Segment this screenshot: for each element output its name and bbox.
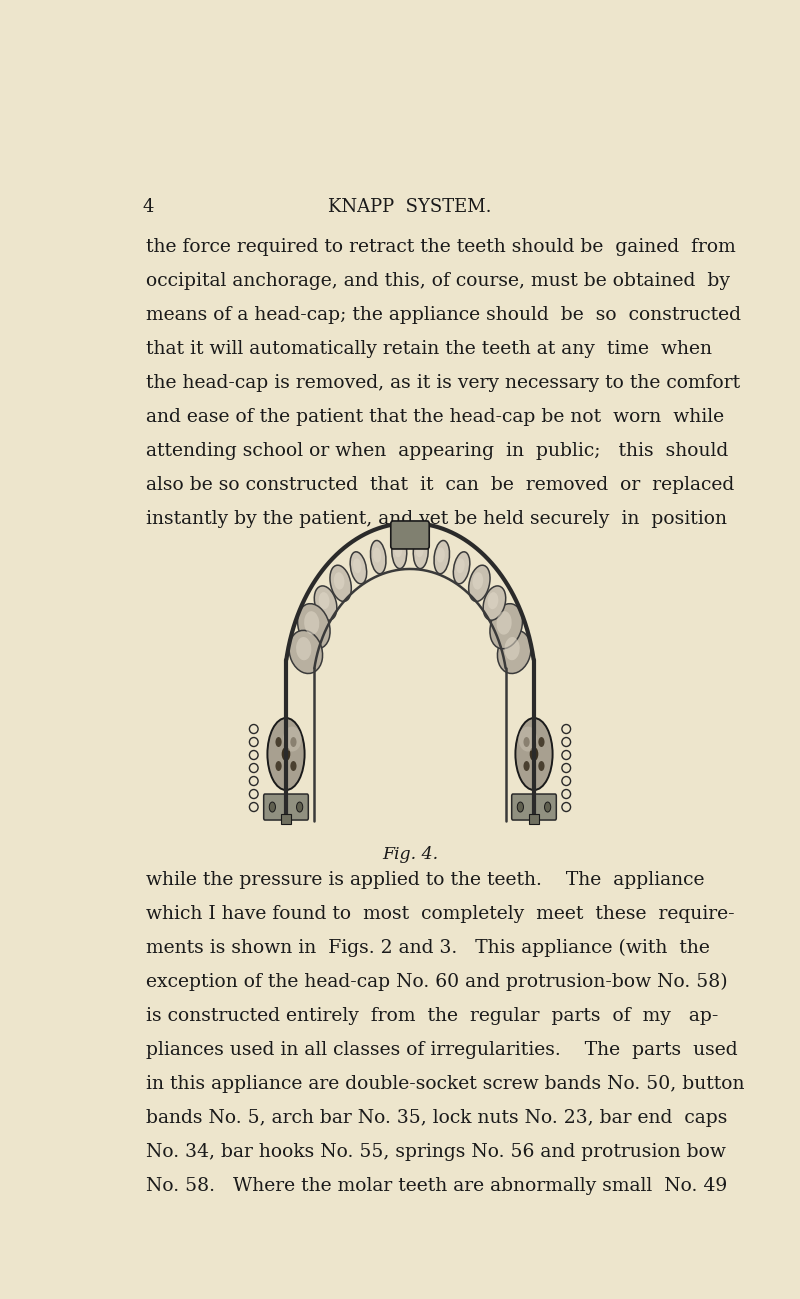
Text: exception of the head-cap No. 60 and protrusion-bow No. 58): exception of the head-cap No. 60 and pro… — [146, 973, 728, 991]
Ellipse shape — [490, 604, 522, 648]
Text: No. 34, bar hooks No. 55, springs No. 56 and protrusion bow: No. 34, bar hooks No. 55, springs No. 56… — [146, 1143, 726, 1161]
Ellipse shape — [505, 637, 520, 660]
Ellipse shape — [498, 630, 531, 673]
Text: pliances used in all classes of irregularities.    The  parts  used: pliances used in all classes of irregula… — [146, 1040, 738, 1059]
Text: Fig. 4.: Fig. 4. — [382, 846, 438, 863]
Ellipse shape — [518, 726, 537, 752]
Ellipse shape — [515, 718, 553, 790]
Text: the head-cap is removed, as it is very necessary to the comfort: the head-cap is removed, as it is very n… — [146, 374, 741, 392]
Circle shape — [282, 747, 290, 761]
Circle shape — [275, 737, 282, 747]
Text: while the pressure is applied to the teeth.    The  appliance: while the pressure is applied to the tee… — [146, 872, 705, 889]
Bar — [281, 814, 291, 824]
Text: attending school or when  appearing  in  public;   this  should: attending school or when appearing in pu… — [146, 442, 729, 460]
Ellipse shape — [483, 586, 506, 620]
Circle shape — [530, 747, 538, 761]
Circle shape — [538, 737, 545, 747]
Text: occipital anchorage, and this, of course, must be obtained  by: occipital anchorage, and this, of course… — [146, 271, 730, 290]
Circle shape — [538, 761, 545, 772]
Circle shape — [523, 737, 530, 747]
Circle shape — [518, 801, 523, 812]
Ellipse shape — [456, 559, 465, 573]
FancyBboxPatch shape — [512, 794, 556, 820]
Text: instantly by the patient, and yet be held securely  in  position: instantly by the patient, and yet be hel… — [146, 511, 727, 527]
FancyBboxPatch shape — [390, 521, 430, 549]
Ellipse shape — [414, 535, 428, 569]
Circle shape — [290, 737, 297, 747]
Ellipse shape — [392, 535, 406, 569]
Ellipse shape — [370, 540, 386, 574]
Text: means of a head-cap; the appliance should  be  so  constructed: means of a head-cap; the appliance shoul… — [146, 307, 742, 323]
Text: and ease of the patient that the head-cap be not  worn  while: and ease of the patient that the head-ca… — [146, 408, 725, 426]
Circle shape — [523, 761, 530, 772]
Text: that it will automatically retain the teeth at any  time  when: that it will automatically retain the te… — [146, 340, 713, 359]
Ellipse shape — [334, 573, 345, 590]
Ellipse shape — [296, 637, 311, 660]
Text: KNAPP  SYSTEM.: KNAPP SYSTEM. — [328, 197, 492, 216]
Circle shape — [290, 761, 297, 772]
Text: which I have found to  most  completely  meet  these  require-: which I have found to most completely me… — [146, 905, 735, 924]
Ellipse shape — [304, 612, 319, 635]
Ellipse shape — [283, 726, 302, 752]
Ellipse shape — [469, 565, 490, 601]
Ellipse shape — [267, 718, 305, 790]
Ellipse shape — [434, 540, 450, 574]
Bar — [529, 814, 539, 824]
Ellipse shape — [350, 552, 366, 583]
Text: is constructed entirely  from  the  regular  parts  of  my   ap-: is constructed entirely from the regular… — [146, 1007, 719, 1025]
Text: also be so constructed  that  it  can  be  removed  or  replaced: also be so constructed that it can be re… — [146, 475, 734, 494]
Ellipse shape — [415, 542, 424, 557]
Circle shape — [270, 801, 275, 812]
Circle shape — [545, 801, 550, 812]
Ellipse shape — [314, 586, 337, 620]
Ellipse shape — [289, 630, 322, 673]
Text: the force required to retract the teeth should be  gained  from: the force required to retract the teeth … — [146, 238, 736, 256]
Ellipse shape — [473, 573, 483, 590]
Text: bands No. 5, arch bar No. 35, lock nuts No. 23, bar end  caps: bands No. 5, arch bar No. 35, lock nuts … — [146, 1109, 728, 1128]
Ellipse shape — [487, 592, 498, 609]
Ellipse shape — [373, 547, 381, 562]
Ellipse shape — [330, 565, 351, 601]
Text: 4: 4 — [142, 197, 154, 216]
Ellipse shape — [298, 604, 330, 648]
Ellipse shape — [454, 552, 470, 583]
Text: No. 58.   Where the molar teeth are abnormally small  No. 49: No. 58. Where the molar teeth are abnorm… — [146, 1177, 728, 1195]
Circle shape — [275, 761, 282, 772]
Text: ments is shown in  Figs. 2 and 3.   This appliance (with  the: ments is shown in Figs. 2 and 3. This ap… — [146, 939, 710, 957]
Ellipse shape — [353, 559, 362, 573]
Ellipse shape — [497, 612, 512, 635]
Ellipse shape — [437, 547, 445, 562]
FancyBboxPatch shape — [264, 794, 308, 820]
Ellipse shape — [318, 592, 330, 609]
Ellipse shape — [394, 542, 402, 557]
Text: in this appliance are double-socket screw bands No. 50, button: in this appliance are double-socket scre… — [146, 1076, 745, 1092]
Circle shape — [297, 801, 302, 812]
